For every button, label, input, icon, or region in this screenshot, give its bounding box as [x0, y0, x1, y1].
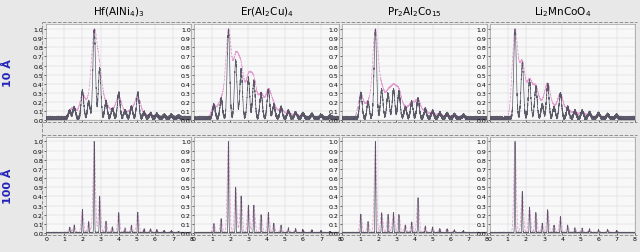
Text: Li$_2$MnCoO$_4$: Li$_2$MnCoO$_4$	[534, 5, 591, 19]
Text: 10 Å: 10 Å	[3, 59, 13, 87]
Text: Er(Al$_2$Cu)$_4$: Er(Al$_2$Cu)$_4$	[239, 5, 294, 19]
Text: Pr$_2$Al$_2$Co$_{15}$: Pr$_2$Al$_2$Co$_{15}$	[387, 5, 442, 19]
Text: 100 Å: 100 Å	[3, 168, 13, 203]
Text: Hf(AlNi$_4$)$_3$: Hf(AlNi$_4$)$_3$	[93, 5, 145, 19]
